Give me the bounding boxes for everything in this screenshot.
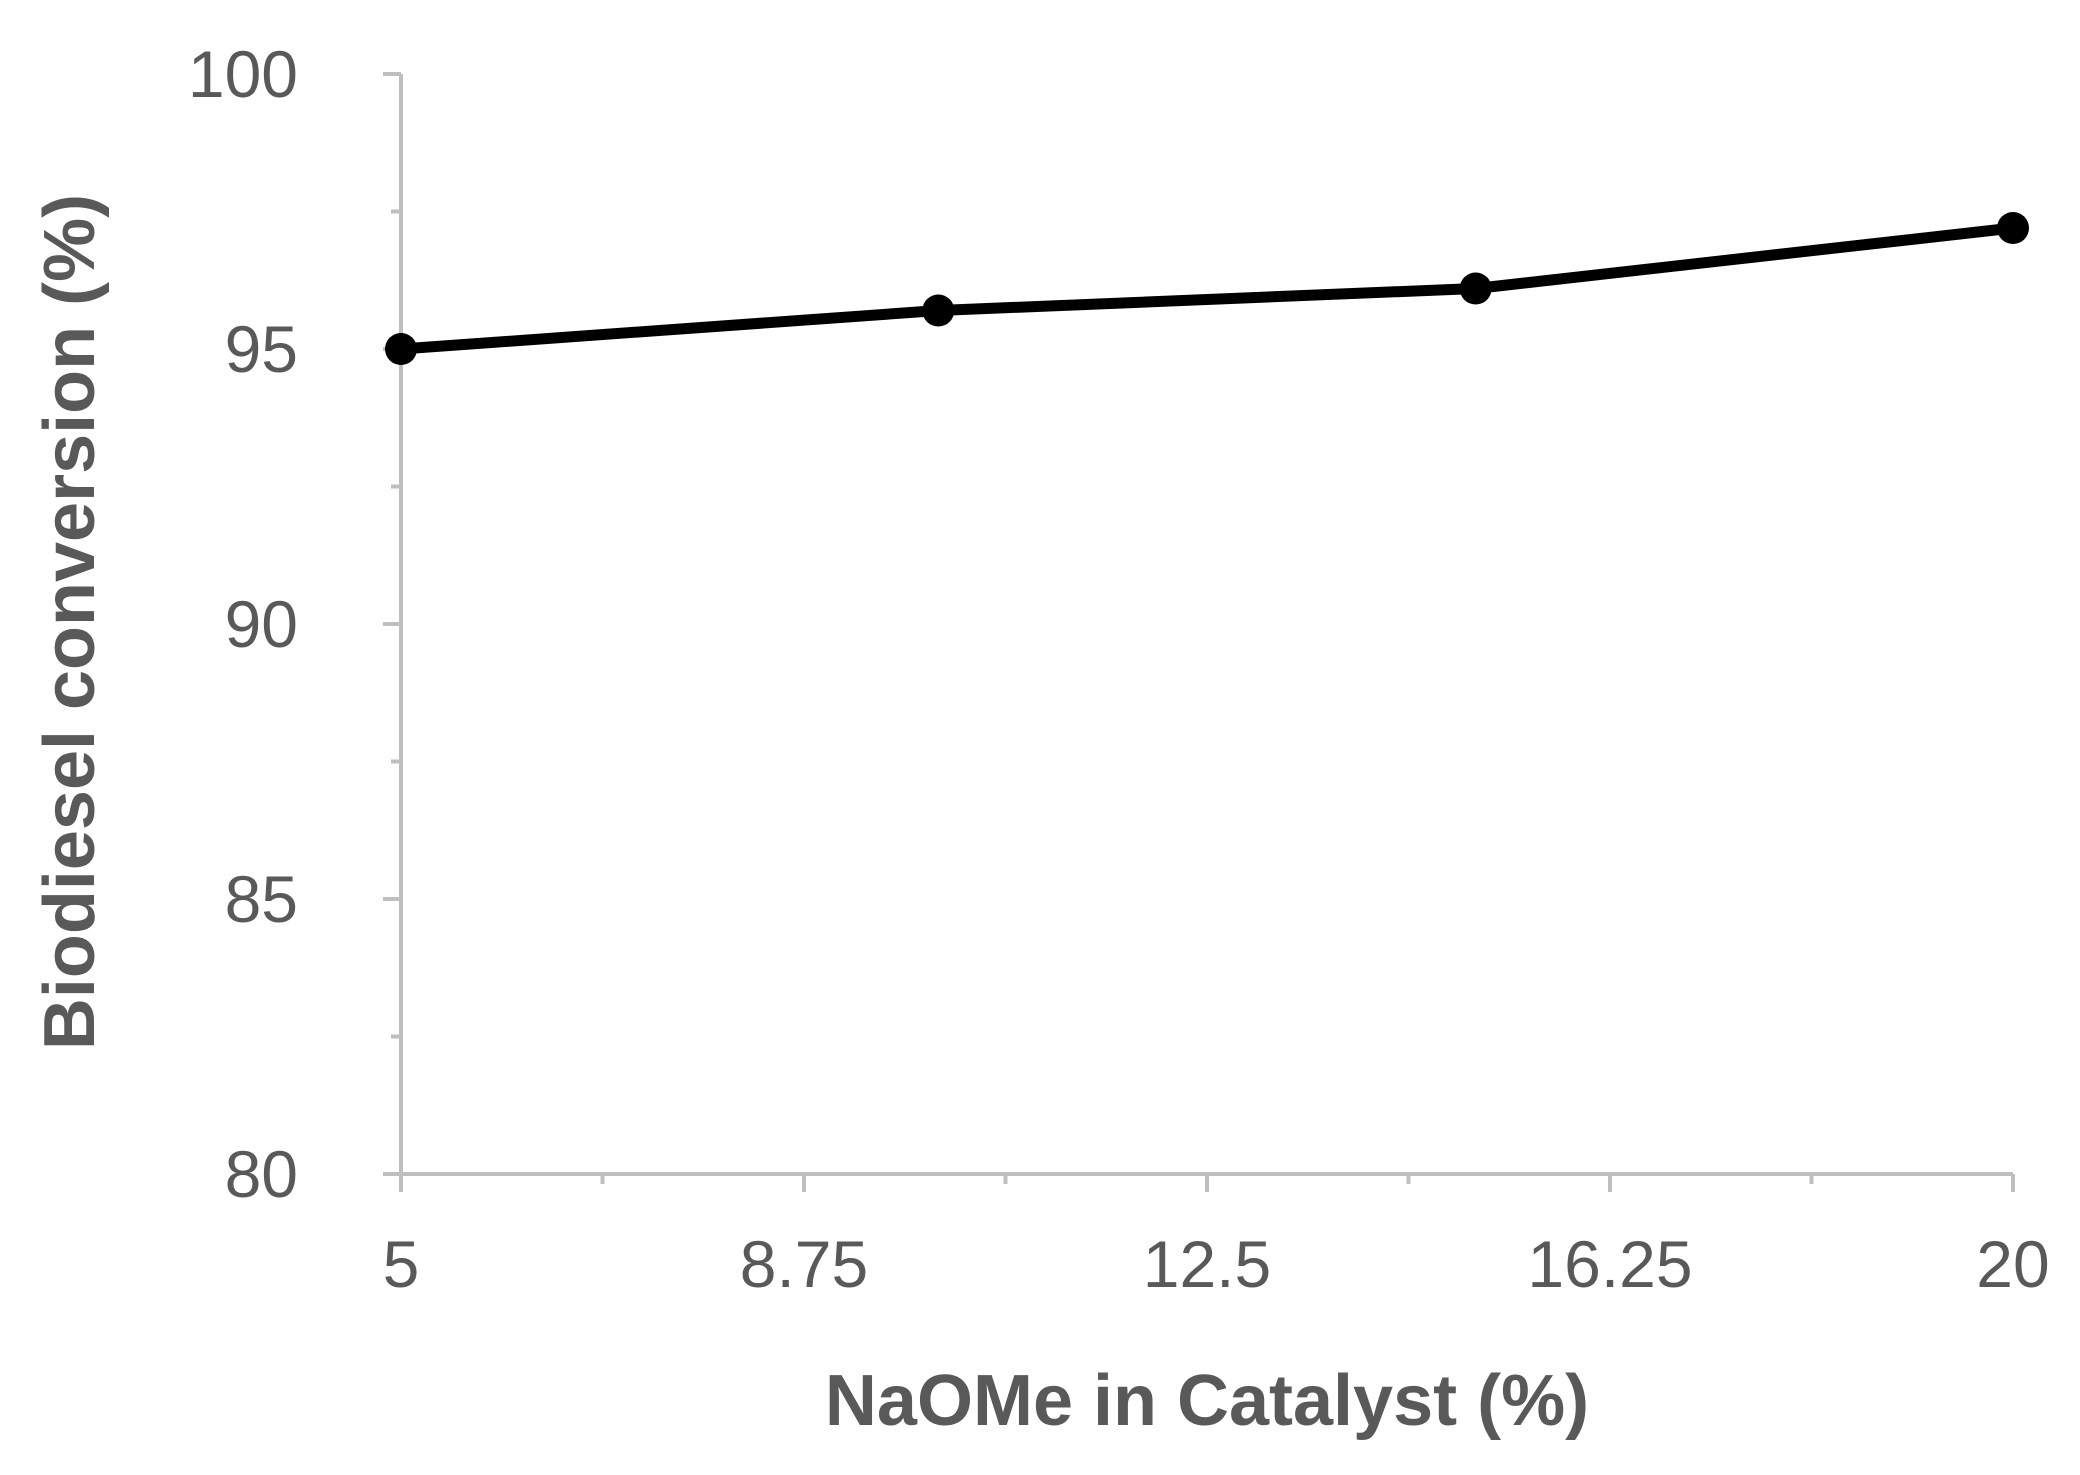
y-tick-label: 90 [225,587,298,661]
x-tick-label: 5 [383,1227,420,1301]
y-axis-title: Biodiesel conversion (%) [30,194,110,1050]
x-tick-label: 8.75 [740,1227,868,1301]
axes [399,74,2013,1176]
x-tick-label: 16.25 [1527,1227,1692,1301]
series-line [395,222,2019,355]
series [385,212,2029,365]
data-point [922,294,955,327]
data-point [1997,212,2029,244]
x-axis-title: NaOMe in Catalyst (%) [825,1361,1589,1441]
y-tick-label: 95 [225,312,298,386]
ticks: 80 85 90 95 100 5 8.75 12.5 16.25 20 [188,37,2050,1301]
y-tick-label: 80 [225,1137,298,1211]
data-point [385,333,417,365]
x-tick-label: 12.5 [1143,1227,1271,1301]
y-tick-label: 100 [188,37,298,111]
x-tick-label: 20 [1976,1227,2049,1301]
data-point [1459,272,1492,305]
y-tick-label: 85 [225,862,298,936]
